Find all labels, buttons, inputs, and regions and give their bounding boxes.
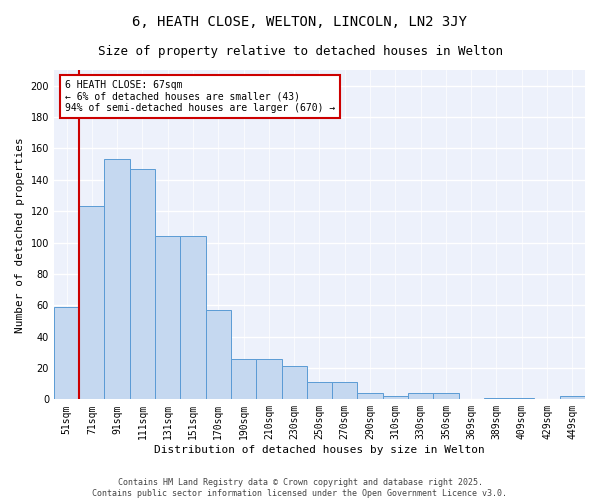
Bar — [231, 358, 256, 400]
Bar — [358, 393, 383, 400]
Bar — [509, 398, 535, 400]
Bar — [256, 358, 281, 400]
Bar — [484, 398, 509, 400]
Bar — [206, 310, 231, 400]
Bar — [332, 382, 358, 400]
Bar — [383, 396, 408, 400]
X-axis label: Distribution of detached houses by size in Welton: Distribution of detached houses by size … — [154, 445, 485, 455]
Text: 6, HEATH CLOSE, WELTON, LINCOLN, LN2 3JY: 6, HEATH CLOSE, WELTON, LINCOLN, LN2 3JY — [133, 15, 467, 29]
Text: Size of property relative to detached houses in Welton: Size of property relative to detached ho… — [97, 45, 503, 58]
Text: Contains HM Land Registry data © Crown copyright and database right 2025.
Contai: Contains HM Land Registry data © Crown c… — [92, 478, 508, 498]
Bar — [307, 382, 332, 400]
Bar — [560, 396, 585, 400]
Bar — [104, 160, 130, 400]
Bar — [54, 307, 79, 400]
Text: 6 HEATH CLOSE: 67sqm
← 6% of detached houses are smaller (43)
94% of semi-detach: 6 HEATH CLOSE: 67sqm ← 6% of detached ho… — [65, 80, 335, 113]
Bar — [155, 236, 181, 400]
Bar — [408, 393, 433, 400]
Y-axis label: Number of detached properties: Number of detached properties — [15, 137, 25, 332]
Bar — [181, 236, 206, 400]
Bar — [79, 206, 104, 400]
Bar — [433, 393, 458, 400]
Bar — [130, 169, 155, 400]
Bar — [281, 366, 307, 400]
